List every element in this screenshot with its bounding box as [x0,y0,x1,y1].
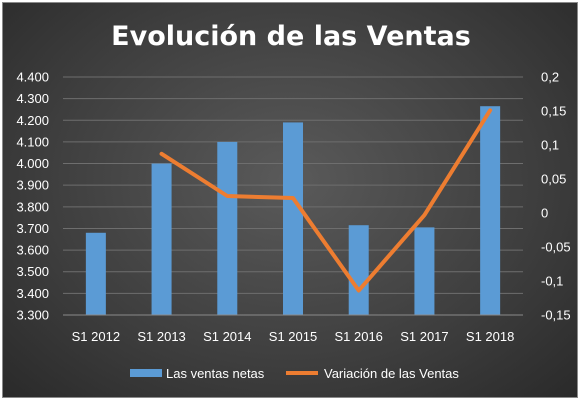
chart-svg: Evolución de las Ventas 3.3003.4003.5003… [16,21,571,381]
x-tick-label: S1 2017 [400,329,448,344]
variation-line [159,108,493,293]
bar-5 [414,227,435,315]
y-right-tick-label: 0,05 [541,172,566,187]
x-tick-label: S1 2016 [334,329,382,344]
x-axis: S1 2012 S1 2013 S1 2014 S1 2015 S1 2016 S1 20… [63,314,523,344]
bar-2 [217,141,238,315]
legend: Las ventas netas Variación de las Ventas [130,366,459,381]
y-left-tick-label: 3.700 [16,221,49,236]
y-right-tick-label: 0 [541,206,548,221]
y-left-tick-label: 3.500 [16,264,49,279]
y-left-tick-label: 3.800 [16,199,49,214]
x-tick-label: S1 2015 [269,329,317,344]
legend-label-bar: Las ventas netas [166,366,265,381]
y-axis-right: -0,15 -0,1 -0,05 0 0,05 0,1 0,15 0,2 [541,70,571,323]
x-tick-label: S1 2014 [203,329,251,344]
y-left-tick-label: 4.300 [16,91,49,106]
y-right-tick-label: 0,2 [541,70,559,85]
y-left-tick-label: 3.300 [16,308,49,323]
y-left-tick-label: 4.200 [16,113,49,128]
y-left-tick-label: 3.900 [16,178,49,193]
y-right-tick-label: -0,15 [541,308,571,323]
y-right-tick-label: -0,1 [541,274,563,289]
bar-1 [151,163,172,315]
y-left-tick-label: 4.000 [16,156,49,171]
legend-swatch-bar [130,369,162,377]
x-tick-label: S1 2013 [137,329,185,344]
y-right-tick-label: 0,15 [541,104,566,119]
y-left-tick-label: 3.600 [16,243,49,258]
bar-4 [348,225,369,315]
bar-6 [480,106,501,315]
x-tick-label: S1 2018 [466,329,514,344]
bar-0 [85,232,106,315]
y-right-tick-label: 0,1 [541,138,559,153]
bar-3 [283,122,303,315]
y-right-tick-label: -0,05 [541,240,571,255]
x-tick-label: S1 2012 [72,329,120,344]
y-left-tick-label: 4.400 [16,70,49,85]
chart-title: Evolución de las Ventas [111,21,471,52]
y-left-tick-label: 4.100 [16,134,49,149]
y-axis-left: 3.300 3.400 3.500 3.600 3.700 3.800 3.900 4.000… [16,70,49,323]
line-series [159,108,493,293]
legend-label-line: Variación de las Ventas [324,366,459,381]
y-left-tick-label: 3.400 [16,286,49,301]
bar-series [85,106,501,315]
